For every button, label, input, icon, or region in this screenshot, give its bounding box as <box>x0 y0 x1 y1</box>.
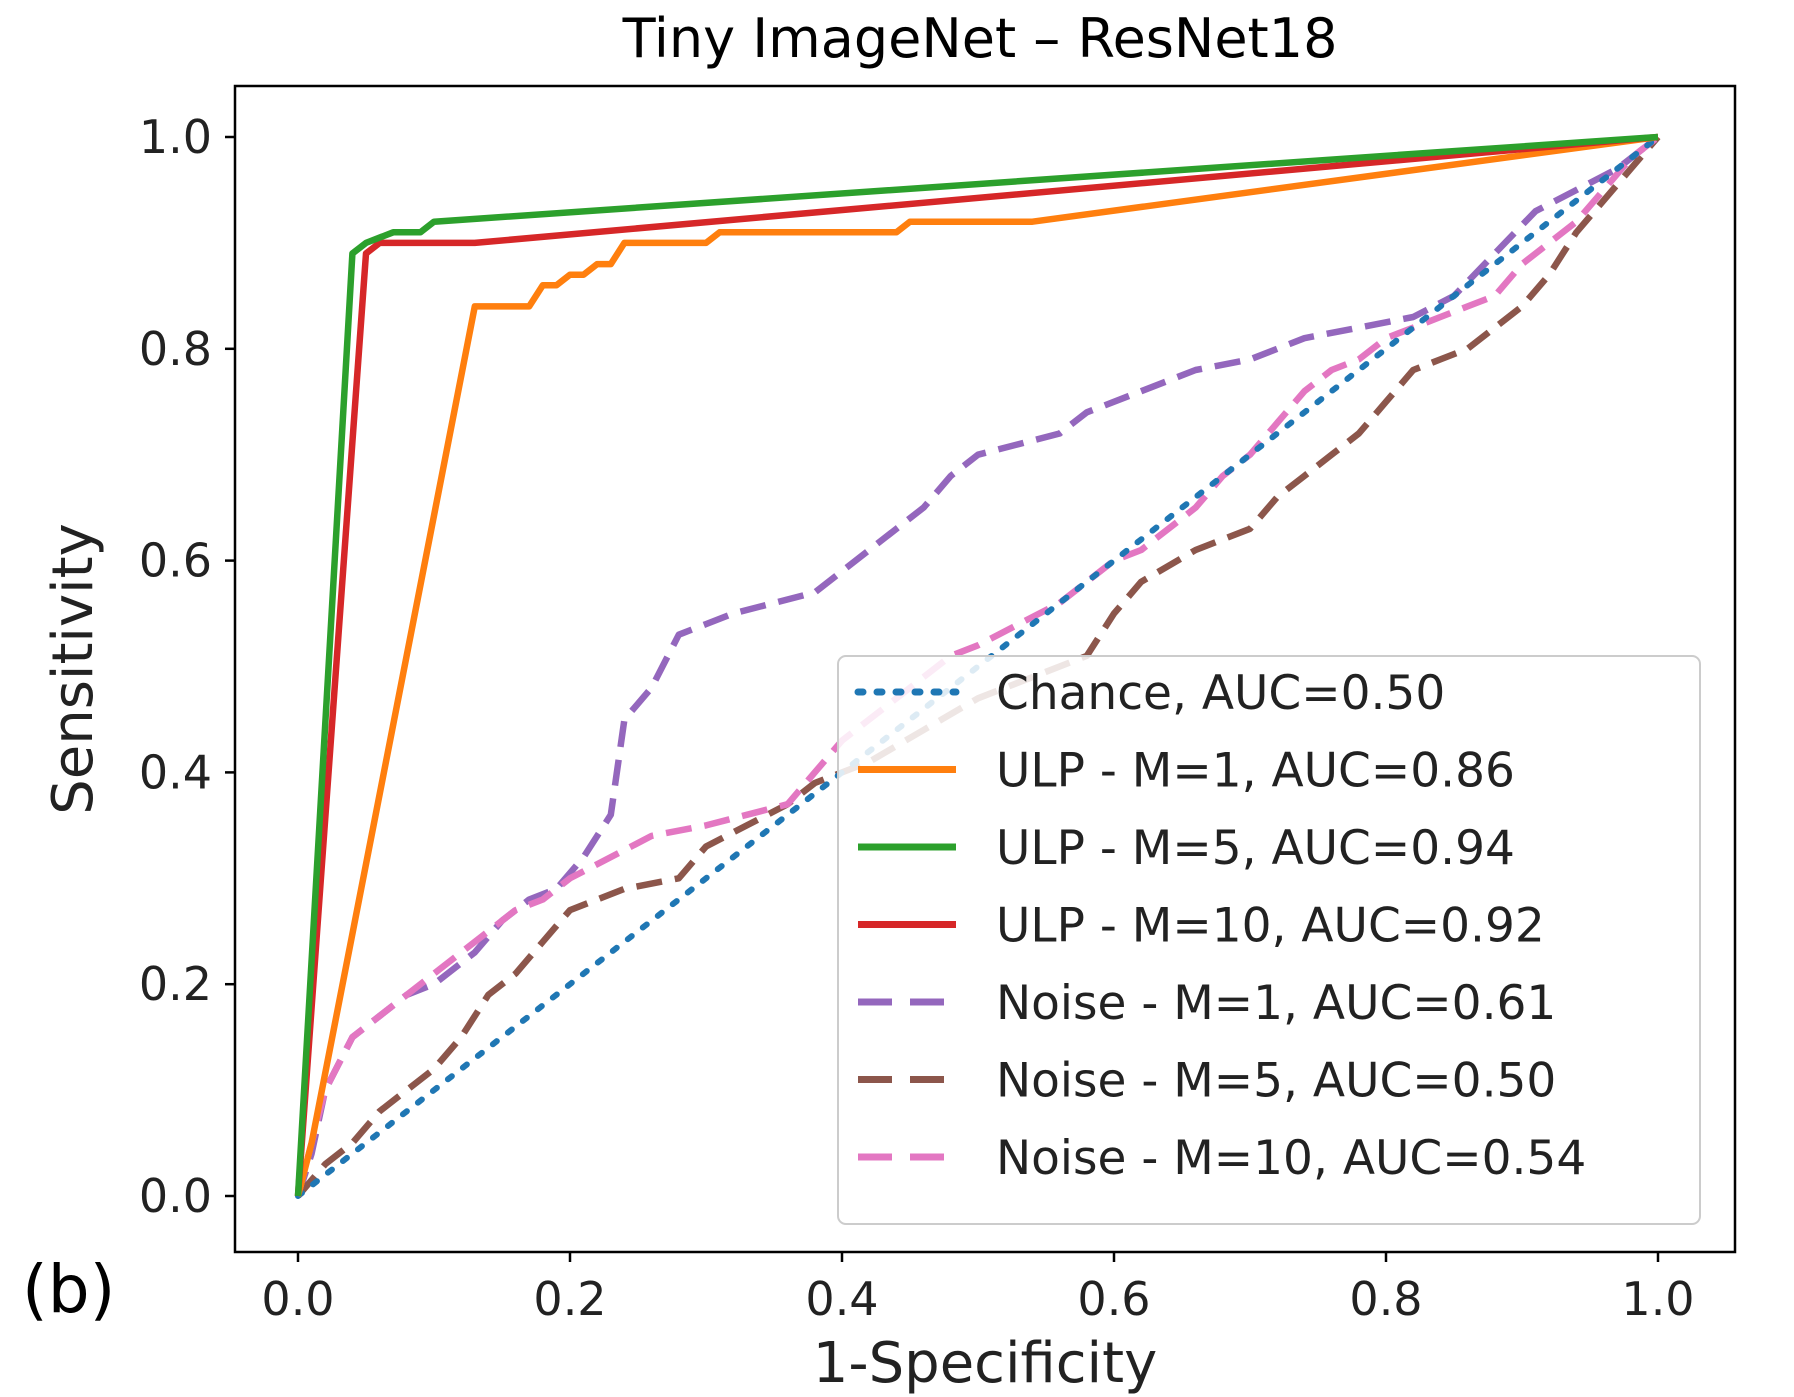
series-line-7 <box>294 134 1660 1197</box>
legend-label-3: ULP - M=5, AUC=0.94 <box>996 821 1515 876</box>
x-tick-label: 0.4 <box>805 1272 878 1326</box>
y-tick-label: 0.6 <box>139 534 212 588</box>
series-line-3 <box>294 133 1659 1197</box>
y-tick-label: 0.2 <box>139 957 212 1011</box>
x-axis-ticks: 0.0 0.2 0.4 0.6 0.8 1.0 <box>261 1252 1695 1326</box>
y-axis-label: Sensitivity <box>41 523 106 815</box>
x-tick-label: 0.2 <box>533 1272 606 1326</box>
legend-label-5: Noise - M=1, AUC=0.61 <box>996 976 1556 1031</box>
y-tick-label: 0.8 <box>139 322 212 376</box>
legend-label-4: ULP - M=10, AUC=0.92 <box>996 899 1545 954</box>
legend-box <box>837 655 1701 1225</box>
legend-label-2: ULP - M=1, AUC=0.86 <box>996 744 1515 799</box>
y-axis-ticks: 0.0 0.2 0.4 0.6 0.8 1.0 <box>139 110 235 1223</box>
x-tick-label: 0.8 <box>1349 1272 1422 1326</box>
x-tick-label: 0.0 <box>261 1272 334 1326</box>
y-tick-label: 0.0 <box>139 1169 212 1223</box>
chart-title: Tiny ImageNet – ResNet18 <box>622 7 1338 70</box>
x-tick-label: 1.0 <box>1621 1272 1694 1326</box>
series-line-5 <box>294 134 1660 1197</box>
legend-items: Chance, AUC=0.50 ULP - M=1, AUC=0.86 ULP -… <box>854 666 1586 1186</box>
y-tick-label: 0.4 <box>139 745 212 799</box>
y-tick-label: 1.0 <box>139 110 212 164</box>
series-line-4 <box>294 133 1659 1197</box>
x-tick-label: 0.6 <box>1077 1272 1150 1326</box>
legend-label-7: Noise - M=10, AUC=0.54 <box>996 1131 1586 1186</box>
legend-label-1: Chance, AUC=0.50 <box>996 666 1445 721</box>
panel-label: (b) <box>22 1251 115 1328</box>
legend-label-6: Noise - M=5, AUC=0.50 <box>996 1054 1556 1109</box>
series-line-2 <box>294 133 1659 1197</box>
legend: Chance, AUC=0.50 ULP - M=1, AUC=0.86 ULP -… <box>837 655 1701 1225</box>
x-axis-label: 1-Specificity <box>813 1331 1157 1396</box>
